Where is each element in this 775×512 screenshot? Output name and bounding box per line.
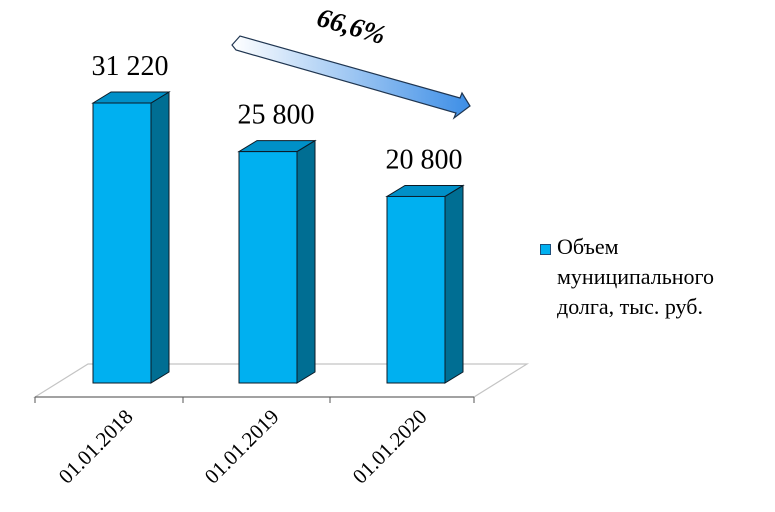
bar-1 bbox=[238, 151, 298, 384]
value-label-2: 20 800 bbox=[386, 144, 463, 175]
bar-side-2 bbox=[444, 184, 464, 384]
value-label-1: 25 800 bbox=[238, 100, 315, 131]
trend-arrow bbox=[231, 35, 471, 120]
category-label-0: 01.01.2018 bbox=[54, 405, 138, 489]
bar-0 bbox=[92, 102, 152, 384]
bar-side-1 bbox=[296, 139, 316, 384]
legend-swatch bbox=[540, 244, 551, 255]
bar-side-0 bbox=[150, 91, 170, 384]
legend-label: Объем муниципального долга, тыс. руб. bbox=[557, 234, 715, 319]
category-label-1: 01.01.2019 bbox=[200, 405, 284, 489]
category-label-2: 01.01.2020 bbox=[348, 405, 432, 489]
value-label-0: 31 220 bbox=[92, 51, 169, 82]
bar-2 bbox=[386, 195, 446, 384]
